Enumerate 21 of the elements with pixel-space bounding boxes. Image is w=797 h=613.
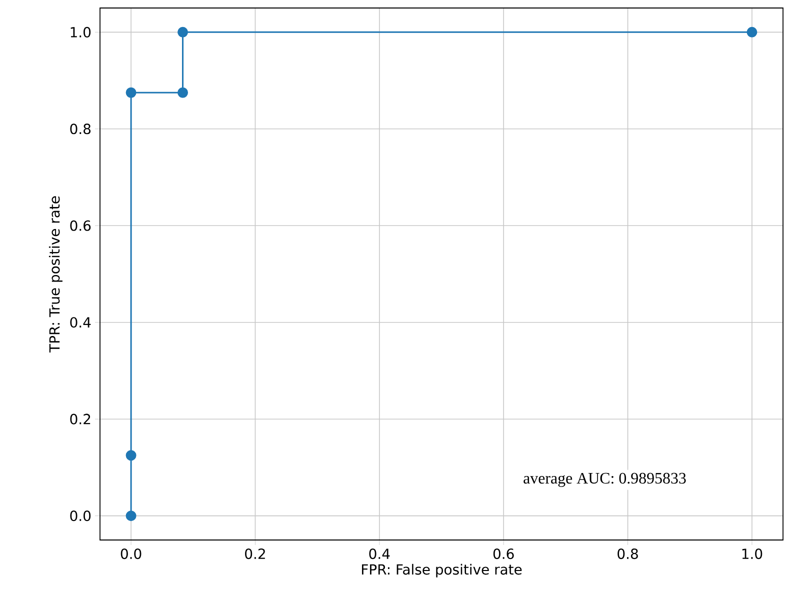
- point: [178, 26, 188, 38]
- x-tick-label: 0.8: [618, 548, 638, 560]
- y-tick-label: 0.4: [70, 317, 91, 328]
- x-tick-label: 0.2: [245, 548, 265, 560]
- y-tick-label: 0.0: [70, 510, 91, 522]
- annotation: average AUC: 0.9895833: [524, 472, 686, 487]
- point: [746, 26, 758, 38]
- x-tick-label: 0.0: [120, 548, 142, 560]
- point: [178, 87, 188, 98]
- x-tick-label: 0.6: [493, 548, 514, 560]
- y-axis-title: TPR: True positive rate: [48, 196, 62, 352]
- y-tick-label: 0.2: [70, 414, 90, 424]
- x-tick-label: 1.0: [742, 548, 762, 560]
- x-tick-label: 0.4: [369, 548, 390, 560]
- x-axis-title: FPR: False positive rate: [362, 564, 522, 578]
- point: [126, 450, 136, 461]
- y-tick-label: 1.0: [70, 26, 91, 38]
- point: [126, 87, 136, 98]
- y-tick-label: 0.6: [70, 220, 91, 231]
- point: [126, 510, 136, 522]
- y-tick-label: 0.8: [70, 124, 91, 134]
